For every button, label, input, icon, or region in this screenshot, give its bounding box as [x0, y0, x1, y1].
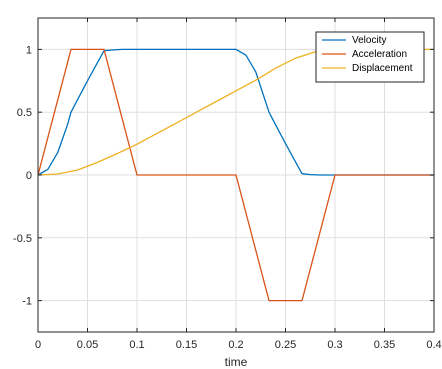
- legend-box: [315, 31, 425, 83]
- x-tick-label: 0.05: [77, 339, 98, 351]
- x-tick-label: 0.2: [228, 339, 243, 351]
- legend-label: Velocity: [352, 35, 386, 46]
- y-tick-label: -0.5: [13, 233, 32, 245]
- x-axis-label: time: [225, 355, 248, 369]
- y-tick-label: 0: [26, 170, 32, 182]
- legend-label: Displacement: [352, 63, 413, 74]
- x-tick-label: 0.1: [129, 339, 144, 351]
- x-tick-label: 0.15: [176, 339, 197, 351]
- y-tick-label: 1: [26, 44, 32, 56]
- x-tick-label: 0.3: [327, 339, 342, 351]
- x-tick-label: 0: [35, 339, 41, 351]
- y-tick-label: 0.5: [17, 107, 32, 119]
- legend: Velocity Acceleration Displacement: [315, 31, 425, 83]
- series-line-acceleration: [37, 48, 434, 302]
- legend-label: Acceleration: [352, 49, 407, 60]
- axis-ticks: 0 0.05 0.1 0.15 0.2 0.25 0.3 0.35 0.4 -1 -0.5 0 0.5 1: [13, 18, 442, 351]
- series-line-velocity: [37, 48, 434, 176]
- x-tick-label: 0.4: [426, 339, 441, 351]
- y-tick-label: -1: [22, 296, 32, 308]
- x-tick-label: 0.35: [374, 339, 395, 351]
- x-tick-label: 0.25: [275, 339, 296, 351]
